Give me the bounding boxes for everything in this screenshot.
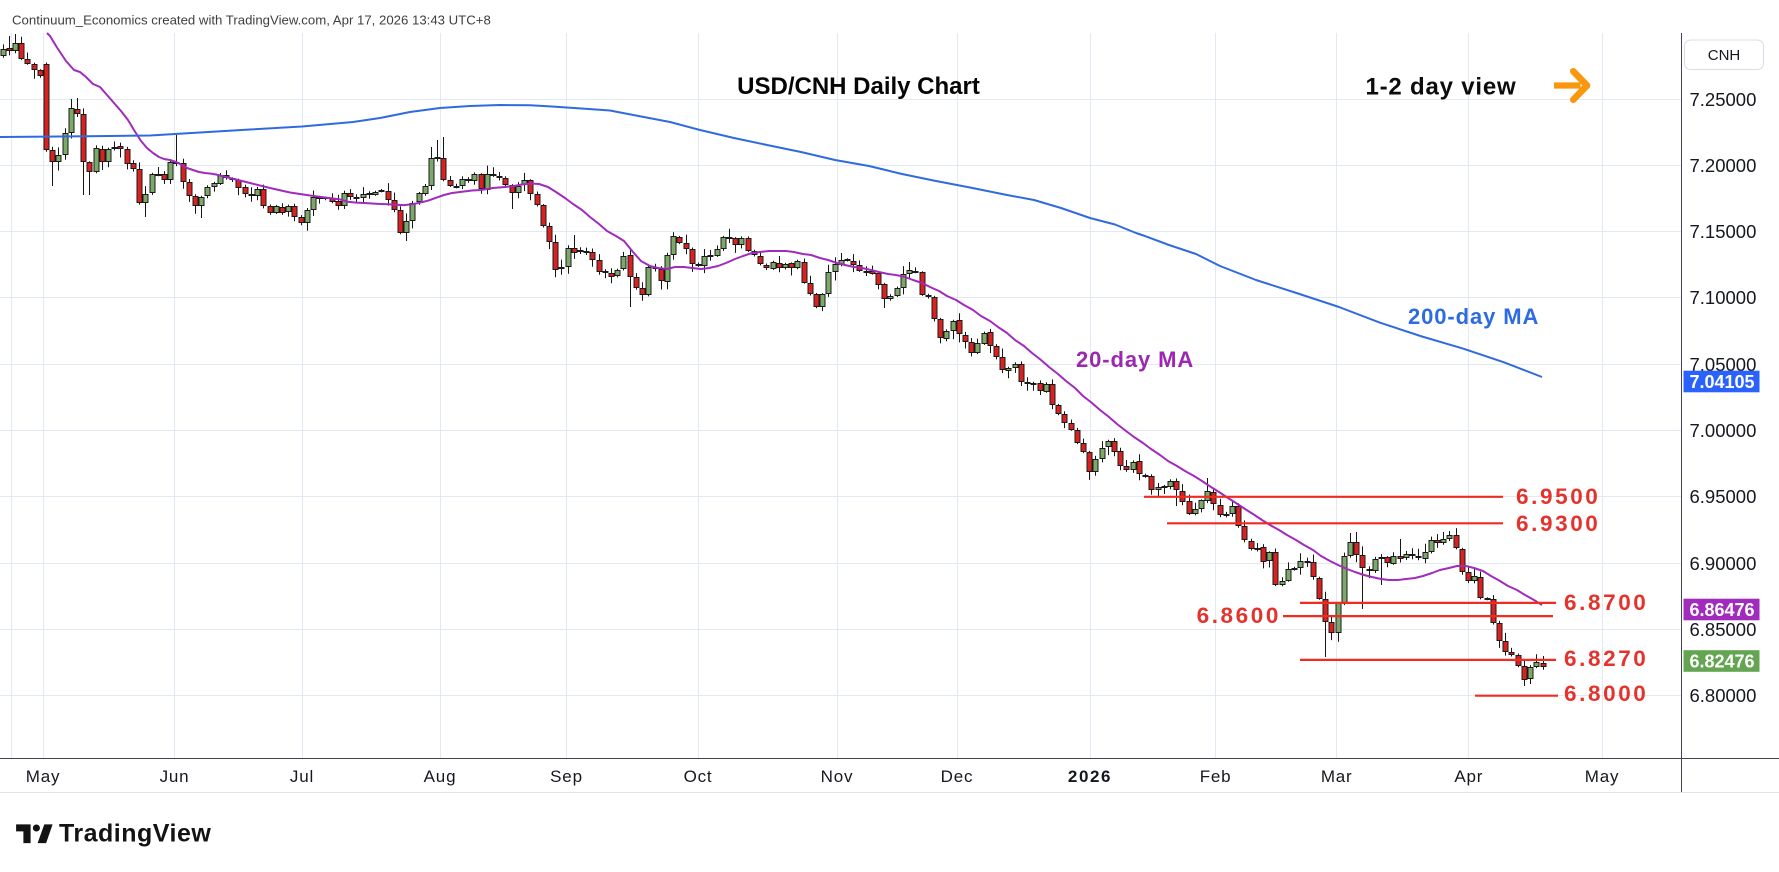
svg-text:Mar: Mar xyxy=(1321,767,1353,786)
svg-text:7.10000: 7.10000 xyxy=(1690,287,1757,308)
svg-text:7.25000: 7.25000 xyxy=(1690,89,1757,110)
svg-text:6.9300: 6.9300 xyxy=(1516,511,1600,536)
svg-text:6.90000: 6.90000 xyxy=(1690,553,1757,574)
svg-text:7.20000: 7.20000 xyxy=(1690,155,1757,176)
svg-text:6.95000: 6.95000 xyxy=(1690,486,1757,507)
svg-text:TradingView: TradingView xyxy=(59,820,211,848)
svg-text:6.8000: 6.8000 xyxy=(1564,681,1648,706)
svg-text:7.04105: 7.04105 xyxy=(1690,372,1755,392)
svg-text:Jun: Jun xyxy=(160,767,190,786)
svg-text:Aug: Aug xyxy=(424,767,457,786)
svg-text:6.8700: 6.8700 xyxy=(1564,590,1648,615)
svg-text:Sep: Sep xyxy=(550,767,583,786)
svg-text:7.05000: 7.05000 xyxy=(1690,354,1757,375)
svg-text:7.00000: 7.00000 xyxy=(1690,420,1757,441)
svg-text:6.86476: 6.86476 xyxy=(1690,600,1755,620)
svg-text:7.15000: 7.15000 xyxy=(1690,221,1757,242)
svg-text:1-2 day view: 1-2 day view xyxy=(1365,74,1516,101)
svg-text:6.8270: 6.8270 xyxy=(1564,646,1648,671)
svg-text:6.9500: 6.9500 xyxy=(1516,484,1600,509)
svg-text:20-day MA: 20-day MA xyxy=(1076,347,1194,372)
svg-text:6.85000: 6.85000 xyxy=(1690,619,1757,640)
svg-text:CNH: CNH xyxy=(1708,47,1741,64)
svg-text:USD/CNH Daily Chart: USD/CNH Daily Chart xyxy=(737,73,980,100)
svg-text:Feb: Feb xyxy=(1200,767,1232,786)
svg-text:May: May xyxy=(26,767,61,786)
svg-text:6.80000: 6.80000 xyxy=(1690,685,1757,706)
svg-text:Jul: Jul xyxy=(290,767,314,786)
svg-text:Apr: Apr xyxy=(1454,767,1483,786)
svg-text:2026: 2026 xyxy=(1068,767,1112,786)
svg-text:Nov: Nov xyxy=(821,767,854,786)
svg-text:6.8600: 6.8600 xyxy=(1197,603,1281,628)
svg-text:Oct: Oct xyxy=(684,767,713,786)
svg-text:Continuum_Economics created wi: Continuum_Economics created with Trading… xyxy=(12,13,491,28)
svg-text:6.82476: 6.82476 xyxy=(1690,652,1755,672)
svg-text:Dec: Dec xyxy=(941,767,974,786)
svg-text:May: May xyxy=(1585,767,1620,786)
svg-text:200-day MA: 200-day MA xyxy=(1408,304,1539,329)
